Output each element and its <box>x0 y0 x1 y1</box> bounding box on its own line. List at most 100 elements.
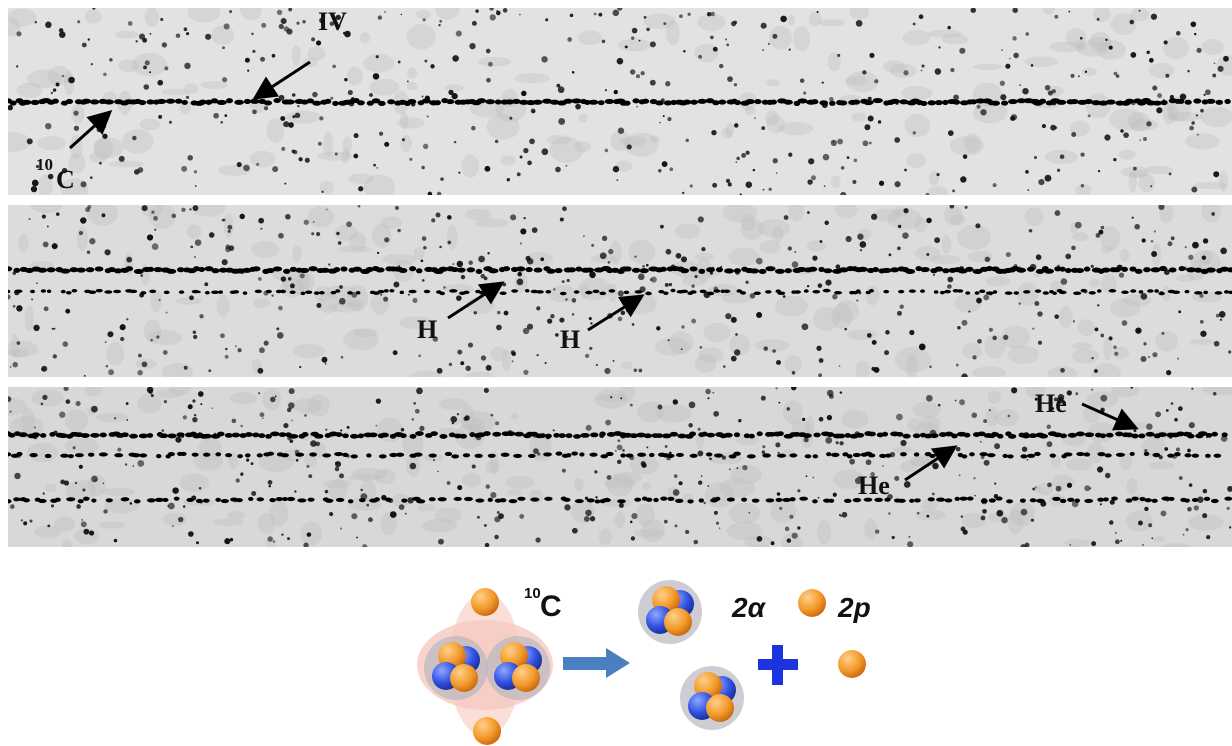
grain <box>812 255 817 260</box>
grain <box>235 345 237 347</box>
grain <box>904 169 907 172</box>
track-grain <box>1052 497 1061 501</box>
grain <box>608 261 611 264</box>
grain <box>889 253 892 256</box>
grain <box>240 425 243 428</box>
track-grain <box>1146 432 1155 437</box>
grain <box>268 480 273 485</box>
track-grain <box>273 98 280 103</box>
grain <box>757 536 763 542</box>
blob <box>895 347 931 373</box>
grain <box>346 221 352 227</box>
blob <box>462 473 482 487</box>
label: H <box>417 315 437 344</box>
blob <box>961 513 986 528</box>
grain <box>1080 37 1083 40</box>
track-grain <box>252 266 260 271</box>
grain <box>816 346 821 351</box>
grain <box>13 305 16 308</box>
grain <box>1113 345 1117 349</box>
track-grain <box>387 99 395 104</box>
grain <box>1160 510 1166 516</box>
track-grain <box>666 454 675 458</box>
blob <box>618 39 651 52</box>
grain <box>168 503 175 510</box>
grain <box>895 181 901 187</box>
blob <box>347 67 363 86</box>
track-grain <box>409 266 416 271</box>
grain <box>627 144 632 149</box>
grain <box>247 70 249 72</box>
track-grain <box>309 452 317 456</box>
grain <box>701 247 705 251</box>
grain <box>344 78 347 81</box>
grain <box>632 323 635 326</box>
grain <box>497 311 500 314</box>
track-grain <box>350 454 357 458</box>
grain <box>1021 509 1028 516</box>
track-grain <box>909 289 916 293</box>
track-grain <box>132 453 141 457</box>
grain <box>693 540 698 545</box>
track-grain <box>1097 498 1104 502</box>
proton <box>798 589 826 617</box>
grain <box>807 179 812 184</box>
grain <box>126 318 128 320</box>
grain <box>142 205 148 211</box>
blob <box>228 510 246 519</box>
grain <box>41 366 47 372</box>
track-grain <box>759 269 767 274</box>
track-grain <box>55 498 61 502</box>
blob <box>634 529 665 538</box>
blob <box>928 186 947 198</box>
track-grain <box>920 267 930 272</box>
track-grain <box>856 289 860 293</box>
blob <box>1185 133 1220 149</box>
track-grain <box>104 99 114 104</box>
grain <box>81 519 83 521</box>
blob <box>1024 56 1058 67</box>
track-grain <box>129 434 138 439</box>
track-grain <box>255 290 262 294</box>
grain <box>900 440 906 446</box>
grain <box>707 12 711 16</box>
grain <box>267 536 273 542</box>
track-grain <box>1206 267 1216 272</box>
track-grain <box>635 290 643 294</box>
grain <box>89 238 95 244</box>
grain <box>727 76 733 82</box>
grain <box>586 425 592 431</box>
track-grain <box>72 289 78 293</box>
track-grain <box>1192 454 1200 458</box>
blob <box>466 298 495 315</box>
grain <box>523 148 528 153</box>
blob <box>348 173 374 184</box>
grain <box>864 124 870 130</box>
track-grain <box>400 433 407 438</box>
grain <box>1001 49 1003 51</box>
grain <box>1219 311 1226 318</box>
track-grain <box>790 497 796 501</box>
grain <box>631 536 635 540</box>
grain <box>73 446 76 449</box>
grain <box>673 399 678 404</box>
grain <box>536 354 538 356</box>
blob <box>162 363 193 380</box>
grain <box>316 303 321 308</box>
grain <box>1220 248 1227 255</box>
grain <box>166 312 168 314</box>
product: 2p <box>837 592 871 623</box>
grain <box>617 460 622 465</box>
grain <box>16 305 22 311</box>
grain <box>91 476 98 483</box>
track-grain <box>205 291 210 295</box>
track-grain <box>660 497 667 501</box>
blob <box>985 276 1011 286</box>
grain <box>1056 486 1062 492</box>
track-grain <box>812 499 818 503</box>
track-grain <box>384 289 389 293</box>
track-grain <box>139 100 147 105</box>
grain <box>401 428 405 432</box>
track-grain <box>593 290 600 294</box>
grain <box>1075 392 1078 395</box>
